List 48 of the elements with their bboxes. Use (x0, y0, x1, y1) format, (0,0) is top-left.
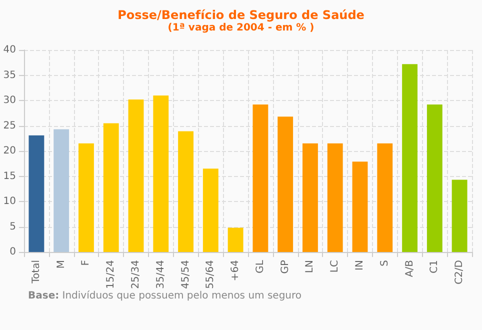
bar (178, 131, 194, 252)
x-tick-label: +64 (230, 260, 242, 282)
y-tick-label: 30 (3, 95, 16, 106)
x-tick-label: M (56, 260, 67, 269)
x-tick-label: C1 (429, 260, 440, 274)
chart-subtitle: (1ª vaga de 2004 - em % ) (168, 22, 314, 34)
x-tick-label: GL (254, 260, 266, 274)
x-tick-label: A/B (404, 260, 416, 278)
bar (327, 143, 343, 252)
y-tick-label: 15 (3, 170, 16, 182)
bar (28, 135, 44, 252)
x-tick-label: LN (304, 260, 316, 274)
bar (302, 143, 318, 252)
x-tick-label: IN (354, 260, 366, 270)
bar (228, 228, 244, 252)
bar (153, 95, 169, 252)
x-tick-label: F (80, 260, 92, 266)
bar (103, 123, 119, 252)
y-tick-label: 0 (10, 246, 16, 258)
x-tick-label: Total (30, 260, 42, 284)
text: Base: Indivíduos que possuem pelo menos um seguro (28, 290, 302, 302)
bar (128, 99, 144, 252)
bar (54, 129, 70, 252)
bar (252, 104, 268, 252)
y-tick-label: 20 (3, 146, 16, 156)
x-tick-label: 35/44 (155, 260, 166, 289)
x-tick-label: C2/D (454, 260, 466, 284)
y-tick-label: 40 (3, 44, 16, 56)
bar (377, 143, 393, 252)
x-tick-label: S (379, 260, 390, 266)
bar (278, 116, 294, 252)
bar (202, 168, 218, 252)
y-tick-label: 10 (3, 196, 16, 207)
x-tick-label: 45/54 (180, 260, 192, 289)
y-tick-label: 25 (3, 120, 16, 132)
y-tick-label: 35 (3, 70, 16, 81)
chart-title: Posse/Benefício de Seguro de Saúde (118, 8, 364, 22)
bar (78, 143, 94, 252)
bar (352, 162, 368, 252)
x-tick-label: 15/24 (106, 260, 117, 289)
x-tick-label: 55/64 (205, 260, 216, 289)
x-tick-label: 25/34 (130, 260, 142, 289)
x-tick-label: GP (280, 260, 291, 274)
bar (426, 104, 442, 252)
bar (402, 64, 418, 252)
bar (452, 180, 468, 252)
x-tick-label: LC (330, 260, 341, 273)
y-tick-label: 5 (10, 221, 16, 232)
